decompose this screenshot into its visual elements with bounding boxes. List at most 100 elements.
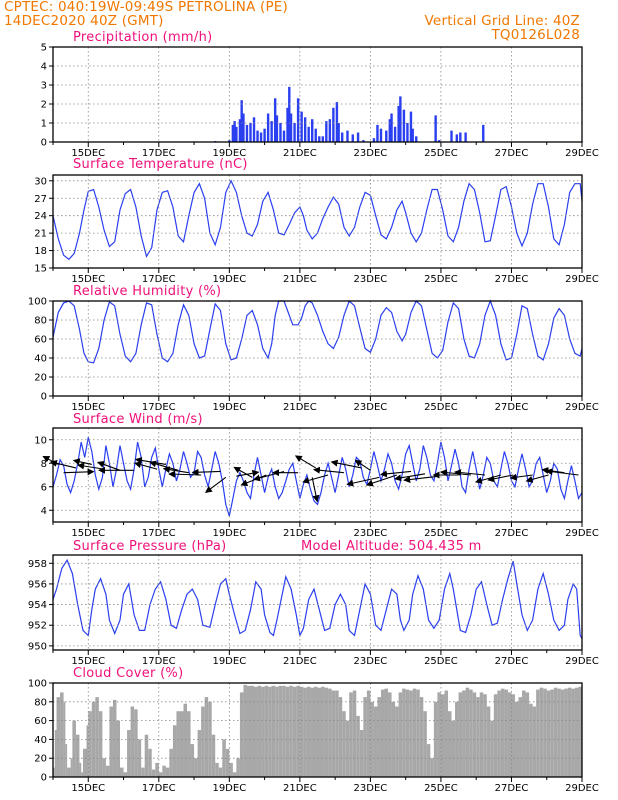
wind-arrow [205,476,227,493]
y-tick-label: 100 [28,679,47,690]
y-tick-label: 954 [28,600,47,611]
cloud-bar [239,692,244,777]
precip-bar [356,132,360,142]
cloud-bar [158,772,163,777]
cloud-bar [433,701,438,777]
cloud-bar [377,697,381,777]
precip-bar [362,140,365,142]
cloud-bar [75,734,80,777]
cloud-bar [321,686,325,777]
precip-bar [289,113,293,142]
cloud-bar [289,685,293,777]
cloud-bar [345,720,350,777]
x-tick-label: 23DEC [354,528,388,539]
cloud-bar [504,689,508,777]
x-tick-label: 23DEC [354,402,388,413]
y-tick-label: 4 [41,62,47,73]
cloud-bar [423,711,427,777]
panel-frame [52,174,583,269]
cloud-bar [571,688,575,777]
wind-arrow [454,469,486,477]
panel-press: Surface Pressure (hPa) Model Altitude: 50… [28,539,599,667]
y-tick-label: 950 [28,641,47,652]
precip-bar [325,121,328,142]
y-tick-label: 958 [28,559,47,570]
cloud-bar [268,686,272,777]
cloud-bar [204,697,209,777]
cloud-bar [514,701,519,777]
precip-bar [406,123,409,142]
x-tick-label: 15DEC [71,528,105,539]
cloud-bar [430,758,434,777]
wind-arrow [354,459,371,471]
precip-bar [252,117,256,142]
precip-bar [335,102,339,142]
x-tick-label: 29DEC [565,274,599,285]
cloud-bar [148,748,152,777]
cloud-bar [458,692,463,777]
wind-arrow [365,474,398,487]
cloud-bar [500,688,505,777]
cloud-bar [416,689,420,777]
cloud-bar [331,690,336,777]
wind-arrow [191,468,221,476]
wind-arrow [487,474,514,483]
cloud-bar [254,686,258,777]
cloud-bar [95,697,99,777]
precip-bar [249,123,252,142]
panel-frame [52,46,583,143]
y-tick-label: 4 [41,506,47,517]
precip-bar [399,96,402,142]
x-tick-label: 27DEC [495,274,529,285]
cloud-bar [462,690,466,777]
y-tick-label: 40 [34,735,47,746]
cloud-bar [162,765,166,777]
x-tick-label: 21DEC [283,528,317,539]
wind-arrow [72,458,92,466]
cloud-bar [352,690,357,777]
wind-arrow [233,466,253,478]
y-tick-label: 27 [34,194,47,205]
cloud-bar [183,703,188,777]
cloud-bar [278,685,283,777]
header-model-id: TQ0126L028 [491,27,580,43]
wind-arrow [302,474,329,484]
cloud-bar [232,772,237,777]
cloud-bar [440,694,445,777]
cloud-bar [543,688,547,777]
series-line-rh [52,299,583,364]
cloud-bar [317,687,322,777]
x-tick-label: 17DEC [142,402,176,413]
precip-bar [235,126,238,142]
x-tick-label: 29DEC [565,783,599,794]
cloud-bar [296,685,300,777]
x-tick-label: 21DEC [283,148,317,159]
precip-bar [321,136,324,142]
cloud-bar [211,734,216,777]
y-tick-label: 40 [34,354,47,365]
cloud-bar [412,688,417,777]
cloud-bar [507,692,512,777]
x-tick-label: 19DEC [212,783,246,794]
cloud-bar [539,687,544,777]
cloud-bar [120,767,124,777]
y-tick-label: 952 [28,621,47,632]
cloud-bar [127,730,131,777]
wind-arrow [545,468,579,476]
cloud-bar [560,689,565,777]
cloud-bar [313,686,318,777]
precip-bar [238,119,242,142]
cloud-bar [395,706,399,777]
cloud-bar [476,697,480,777]
cloud-bar [511,694,515,777]
y-tick-label: 80 [34,697,47,708]
cloud-bar [359,730,364,777]
y-tick-label: 24 [34,211,47,222]
x-tick-label: 17DEC [142,148,176,159]
panel-title: Cloud Cover (%) [73,666,183,681]
y-tick-label: 0 [41,392,47,403]
cloud-bar [465,687,470,777]
y-tick-label: 80 [34,316,47,327]
x-tick-label: 27DEC [495,783,529,794]
